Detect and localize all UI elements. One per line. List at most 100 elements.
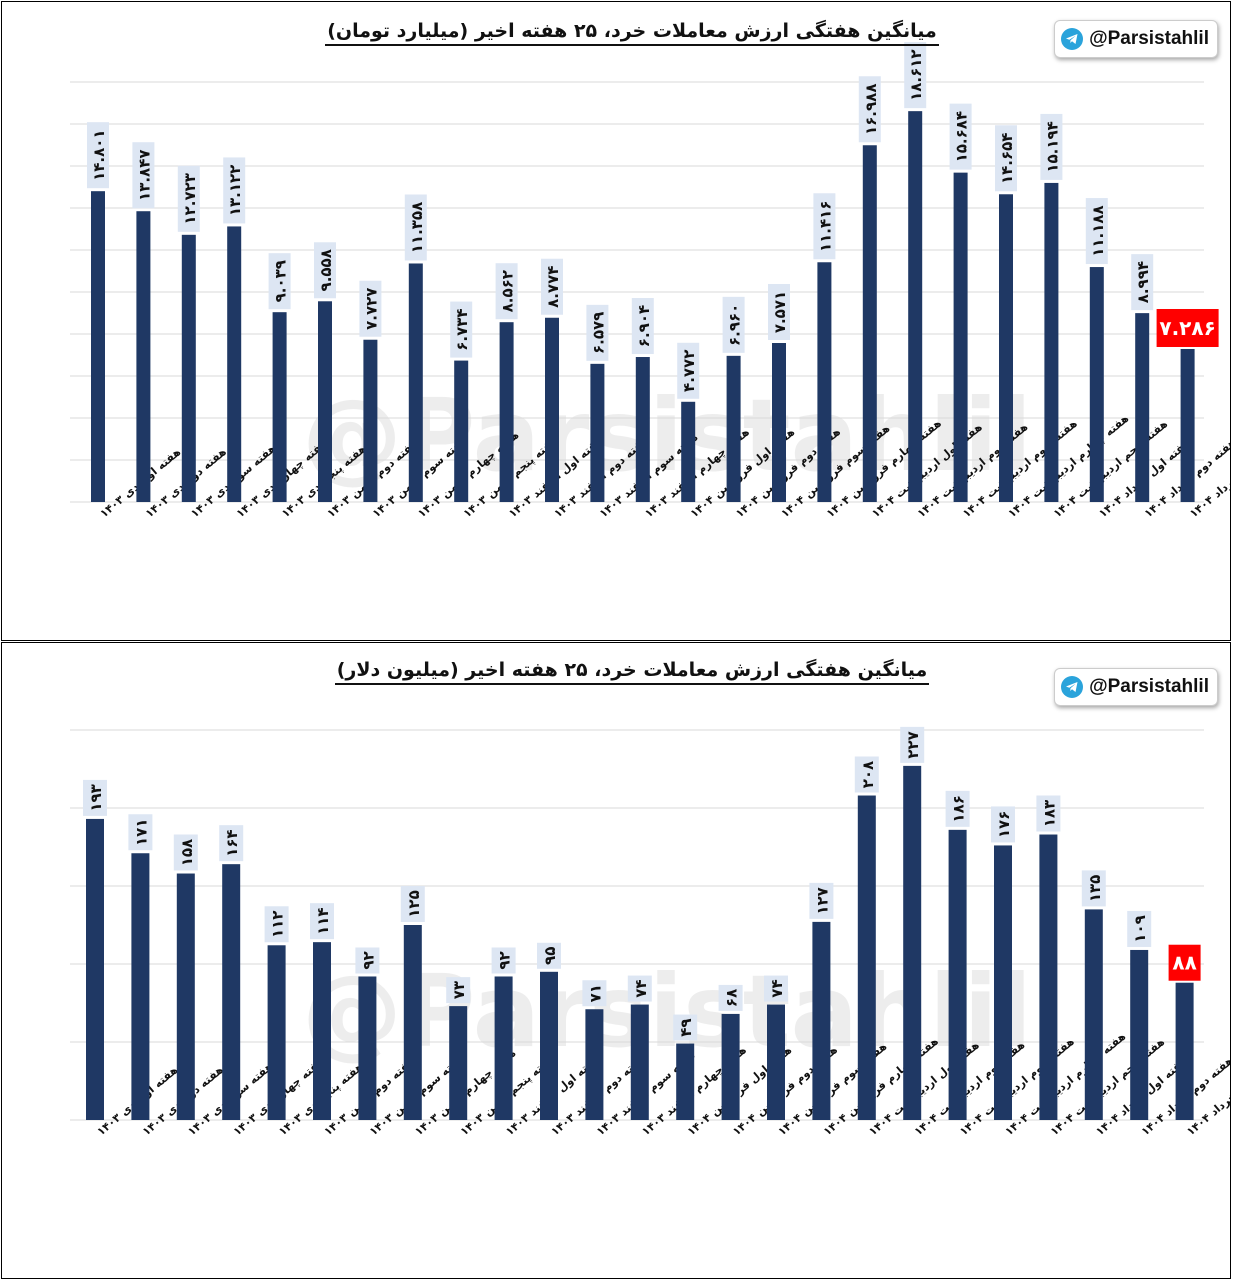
bar: [408, 263, 423, 502]
data-label-bg: [945, 790, 970, 827]
bar: [857, 795, 876, 1120]
telegram-handle-badge[interactable]: @Parsistahlil: [1054, 668, 1218, 706]
bar: [272, 312, 287, 502]
data-label-bg: [995, 125, 1017, 192]
data-label-bg: [1131, 254, 1154, 311]
telegram-icon: [1061, 28, 1084, 50]
data-label: ۷.۵۷۱: [771, 291, 789, 333]
data-label-bg: [900, 726, 925, 763]
data-label: ۱۱.۱۸۸: [1089, 205, 1107, 256]
data-label: ۱۲۷: [813, 887, 831, 914]
data-label-bg: [673, 1014, 698, 1041]
data-label-bg: [177, 165, 200, 232]
bar: [812, 921, 831, 1120]
bar: [363, 339, 378, 502]
data-label: ۱۳.۱۲۲: [226, 165, 244, 216]
data-label: ۸.۷۷۴: [544, 266, 562, 308]
bar: [176, 873, 195, 1120]
data-label-bg: [173, 834, 198, 871]
bar: [948, 829, 967, 1120]
bar: [131, 853, 150, 1120]
telegram-handle-badge[interactable]: @Parsistahlil: [1054, 20, 1218, 58]
data-label: ۱۱۴: [314, 907, 332, 934]
data-label: ۷.۷۲۷: [362, 288, 380, 330]
data-label-bg: [132, 142, 155, 209]
data-label: ۷۱: [586, 984, 604, 1002]
bar: [726, 355, 741, 502]
data-label: ۸.۵۶۲: [499, 270, 517, 312]
bar: [953, 172, 968, 503]
bar: [681, 401, 696, 502]
bar: [86, 818, 104, 1120]
data-label-bg: [268, 253, 291, 310]
data-label-bg: [854, 756, 879, 793]
telegram-handle: @Parsistahlil: [1089, 676, 1209, 697]
bar: [676, 1043, 695, 1120]
data-label: ۶.۹۶۰: [726, 304, 744, 346]
data-label-bg: [541, 258, 563, 315]
bar: [585, 1009, 604, 1120]
bar: [1180, 348, 1195, 502]
bar: [630, 1004, 649, 1120]
data-label: ۷.۲۸۶: [1159, 316, 1215, 340]
bar: [590, 363, 605, 502]
data-label: ۹.۰۳۹: [272, 260, 290, 302]
data-label-bg: [1127, 910, 1152, 947]
data-label-bg: [627, 975, 652, 1002]
data-label-bg: [586, 304, 609, 361]
data-label: ۱۲.۷۲۳: [181, 173, 199, 224]
data-label: ۱۸.۶۱۲: [907, 49, 925, 100]
data-label-bg: [813, 193, 836, 260]
chart-panel-rial: @Parsistahlil ۱۴.۸۰۱ هفته اول دی ۱۴۰۳ ۱۳.۸…: [1, 1, 1231, 641]
data-label: ۹.۵۵۸: [317, 249, 335, 291]
data-label: ۱۱.۳۵۸: [408, 202, 426, 253]
bar: [403, 925, 422, 1120]
data-label-bg: [858, 76, 881, 143]
data-label: ۱۰۹: [1131, 915, 1149, 942]
data-label-bg: [404, 194, 427, 261]
data-label: ۱۵۸: [178, 839, 196, 866]
data-label-bg: [537, 942, 561, 969]
data-label: ۱۷۶: [995, 811, 1013, 838]
data-label-bg: [764, 975, 788, 1002]
bar: [227, 226, 242, 503]
data-label: ۷۳: [450, 981, 468, 999]
bar: [1175, 982, 1194, 1120]
data-label-bg: [491, 947, 516, 974]
bar: [136, 211, 151, 502]
bar: [903, 765, 922, 1120]
data-label: ۱۱۲: [269, 911, 287, 938]
bar: [454, 360, 469, 502]
data-label: ۱۸۶: [950, 795, 968, 822]
data-label-bg: [949, 103, 972, 170]
data-label-bg: [991, 806, 1015, 843]
telegram-icon: [1061, 676, 1084, 698]
data-label: ۱۳.۸۴۷: [135, 149, 153, 200]
data-label: ۷۴: [768, 979, 786, 997]
data-label: ۸.۹۹۴: [1134, 261, 1152, 303]
data-label-bg: [722, 296, 745, 353]
data-label: ۶۸: [723, 989, 741, 1007]
data-label-bg: [450, 301, 473, 358]
data-label-bg: [768, 284, 790, 341]
bar: [767, 1004, 785, 1120]
bar: [494, 976, 513, 1120]
bar: [545, 317, 559, 502]
data-label-bg: [128, 814, 153, 851]
data-label-bg: [677, 342, 700, 399]
bar: [862, 145, 877, 502]
data-label: ۱۱.۴۱۶: [816, 201, 834, 252]
bar: [817, 262, 832, 502]
bar: [908, 111, 923, 502]
data-label-bg: [631, 298, 654, 355]
bar: [540, 971, 558, 1120]
chart-title: میانگین هفتگی ارزش معاملات خرد، ۲۵ هفته …: [2, 20, 1230, 46]
data-label: ۱۶.۹۸۸: [862, 84, 880, 135]
bar: [1044, 182, 1059, 502]
data-label: ۶.۷۳۴: [453, 308, 471, 350]
data-label-bg: [1036, 795, 1061, 832]
data-label: ۹۲: [359, 951, 377, 969]
data-label: ۱۷۱: [132, 819, 150, 846]
